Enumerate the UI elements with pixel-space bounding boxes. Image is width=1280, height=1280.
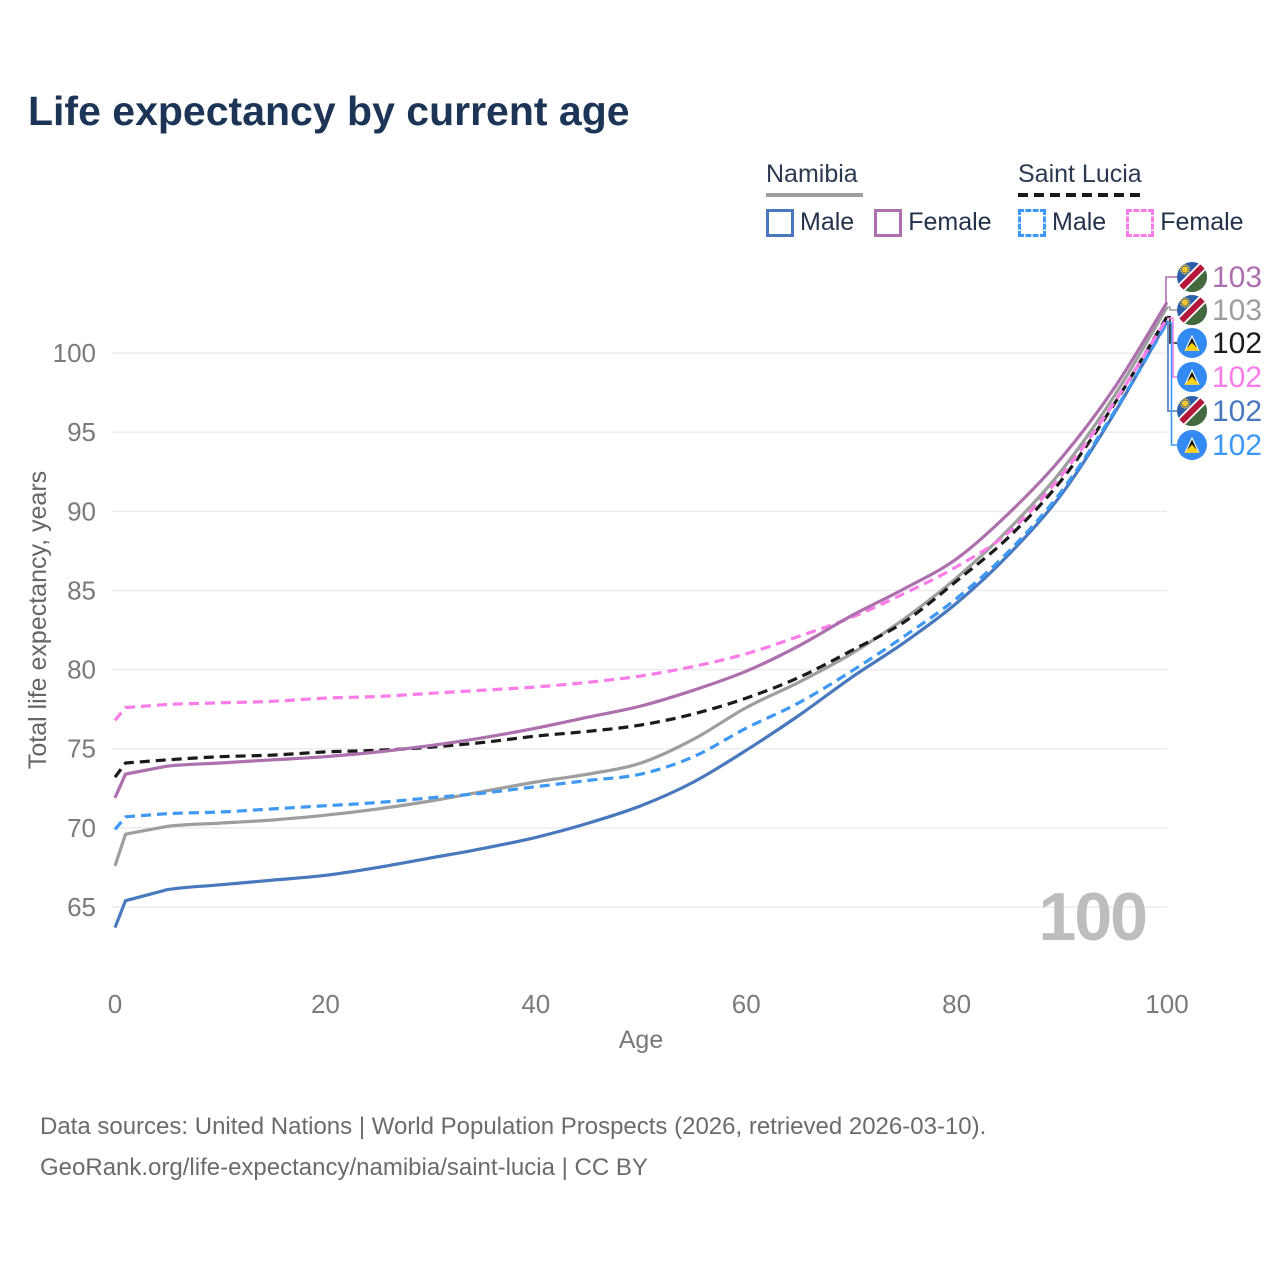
legend-swatch-namibia-male	[766, 208, 794, 237]
legend-group-namibia-title: Namibia	[766, 160, 858, 188]
series-line-saint-lucia-male	[113, 322, 1169, 831]
end-label-leader-namibia-female	[1165, 276, 1177, 304]
series-line-saint-lucia	[113, 315, 1169, 779]
y-tick-65: 65	[67, 892, 96, 922]
x-tick-100: 100	[1145, 989, 1188, 1019]
series-line-namibia	[113, 306, 1169, 867]
y-axis-title: Total life expectancy, years	[24, 471, 52, 769]
end-label-leader-saint-lucia-female	[1167, 317, 1177, 378]
legend-underline-namibia	[766, 193, 863, 197]
y-tick-85: 85	[67, 575, 96, 605]
end-label-leader-saint-lucia-male	[1167, 322, 1177, 446]
y-tick-70: 70	[67, 813, 96, 843]
y-tick-95: 95	[67, 417, 96, 447]
end-label-value-saint-lucia: 102	[1212, 327, 1262, 360]
y-tick-100: 100	[53, 338, 96, 368]
legend-label-namibia-male: Male	[800, 208, 855, 236]
x-tick-0: 0	[108, 989, 122, 1019]
legend-group-saint-lucia-title: Saint Lucia	[1018, 160, 1142, 188]
series-line-saint-lucia-female	[113, 317, 1169, 722]
x-tick-40: 40	[521, 989, 550, 1019]
end-label-leader-namibia-male	[1167, 320, 1177, 412]
legend-swatch-saint-lucia-male	[1018, 208, 1046, 237]
page-title: Life expectancy by current age	[28, 88, 630, 134]
legend-group-namibia: Namibia Male Female	[766, 160, 992, 237]
flag-icon-namibia	[1177, 295, 1207, 325]
legend-group-saint-lucia: Saint Lucia Male Female	[1018, 160, 1244, 237]
legend-label-saint-lucia-male: Male	[1052, 208, 1107, 236]
flag-icon-saint-lucia	[1177, 328, 1207, 358]
y-tick-80: 80	[67, 655, 96, 685]
legend-swatch-saint-lucia-female	[1126, 208, 1155, 237]
footer-attribution: GeoRank.org/life-expectancy/namibia/sain…	[40, 1154, 648, 1181]
x-tick-20: 20	[311, 989, 340, 1019]
legend-underline-saint-lucia	[1018, 193, 1142, 197]
series-line-namibia-male	[113, 320, 1169, 929]
age-watermark: 100	[1039, 879, 1147, 955]
series-line-namibia-female	[113, 301, 1169, 799]
x-tick-60: 60	[732, 989, 761, 1019]
flag-icon-saint-lucia	[1177, 430, 1207, 460]
y-tick-75: 75	[67, 734, 96, 764]
end-label-value-saint-lucia-male: 102	[1212, 429, 1262, 462]
flag-icon-namibia	[1177, 396, 1207, 426]
x-axis-title: Age	[619, 1026, 663, 1054]
end-label-leader-namibia	[1167, 306, 1177, 311]
end-label-value-namibia-male: 102	[1212, 395, 1262, 428]
legend-label-namibia-female: Female	[908, 208, 992, 236]
x-tick-80: 80	[942, 989, 971, 1019]
flag-icon-saint-lucia	[1177, 362, 1207, 392]
end-label-value-saint-lucia-female: 102	[1212, 361, 1262, 394]
end-label-value-namibia-female: 103	[1212, 261, 1262, 294]
footer: Data sources: United Nations | World Pop…	[40, 1106, 986, 1188]
flag-icon-namibia	[1177, 262, 1207, 292]
legend-label-saint-lucia-female: Female	[1160, 208, 1244, 236]
footer-data-sources: Data sources: United Nations | World Pop…	[40, 1113, 987, 1140]
y-tick-90: 90	[67, 496, 96, 526]
end-label-value-namibia: 103	[1212, 294, 1262, 327]
legend-swatch-namibia-female	[874, 208, 903, 237]
